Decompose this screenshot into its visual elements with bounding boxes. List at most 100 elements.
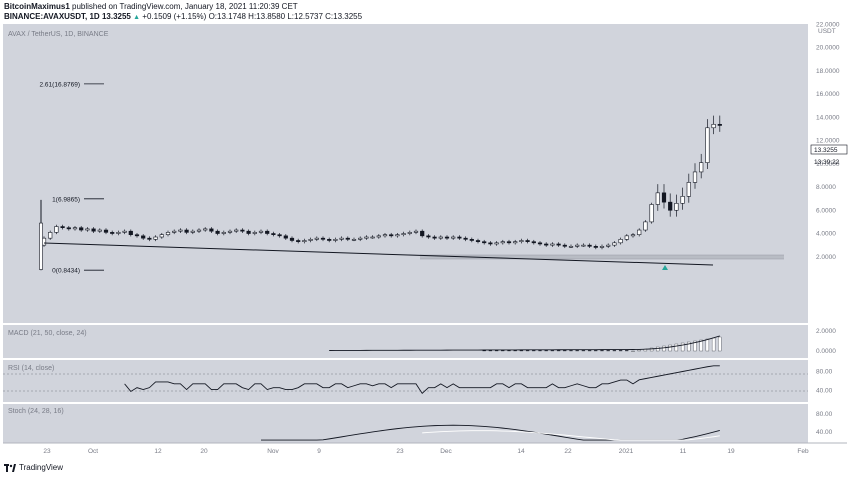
countdown-label: 13:39:22 <box>814 159 840 166</box>
stoch-pane[interactable] <box>3 404 808 443</box>
time-axis-label: 23 <box>396 448 404 455</box>
time-axis-label: 20 <box>200 448 208 455</box>
stoch-tick-label: 40.00 <box>816 429 833 436</box>
footer: TradingView <box>4 463 63 472</box>
close-label: C: <box>325 12 334 21</box>
candle-body <box>103 229 109 233</box>
macd-histogram-bar <box>575 350 579 352</box>
candle-body <box>91 228 96 232</box>
candle-body <box>215 230 220 234</box>
time-axis-label: 19 <box>727 448 735 455</box>
macd-histogram-bar <box>662 345 666 352</box>
stoch-tick-label: 80.00 <box>816 411 833 418</box>
candle-body <box>66 227 71 230</box>
footer-brand[interactable]: TradingView <box>19 463 64 472</box>
candle-body <box>209 228 214 232</box>
candle-body <box>370 236 375 239</box>
candle-body <box>184 229 189 233</box>
rsi-line <box>124 365 720 395</box>
candle-body <box>593 246 598 248</box>
rsi-tick-label: 80.00 <box>816 369 833 376</box>
macd-histogram-bar <box>631 350 635 352</box>
candle-body <box>674 203 679 211</box>
low-value: 12.5737 <box>294 12 323 21</box>
macd-tick-label: 2.0000 <box>816 328 836 335</box>
author-name[interactable]: BitcoinMaximus1 <box>4 2 70 11</box>
descending-trendline[interactable] <box>43 242 714 266</box>
candle-body <box>680 196 685 204</box>
candle-body <box>562 244 567 247</box>
candle-body <box>494 242 499 245</box>
time-axis-label: Dec <box>440 448 452 455</box>
rsi-pane[interactable] <box>3 360 808 402</box>
candle-body <box>196 229 202 232</box>
macd-histogram-bar <box>668 344 672 352</box>
price-tick-label: 4.0000 <box>816 231 836 238</box>
rsi-plot <box>124 365 720 395</box>
time-axis-label: 11 <box>680 448 687 455</box>
macd-histogram-bar <box>711 337 716 352</box>
macd-histogram-bar <box>649 347 654 352</box>
candle-body <box>308 239 313 241</box>
candle-body <box>451 236 456 239</box>
macd-histogram-bar <box>656 346 660 352</box>
candle-body <box>643 221 648 231</box>
candle-body <box>227 230 233 233</box>
candle-body <box>159 234 164 238</box>
price-axis[interactable] <box>810 24 847 443</box>
time-axis-label: 23 <box>43 448 51 455</box>
candle-body <box>265 230 270 234</box>
macd-histogram-bar <box>519 350 524 352</box>
price-tick-label: 6.0000 <box>816 207 836 214</box>
candle-body <box>122 230 127 233</box>
time-axis-label: Oct <box>88 448 98 455</box>
candle-body <box>568 246 574 248</box>
candle-body <box>531 241 536 244</box>
macd-line <box>329 335 720 351</box>
candle-body <box>469 239 474 241</box>
macd-pane[interactable] <box>3 325 808 358</box>
candle-body <box>289 237 295 241</box>
fib-level-label: 1(6.9865) <box>52 196 80 203</box>
candle-body <box>444 236 450 239</box>
main-pane[interactable] <box>3 24 808 323</box>
candle-body <box>699 162 704 173</box>
macd-histogram-bar <box>501 350 505 352</box>
candle-body <box>500 241 505 244</box>
candle-body <box>544 243 549 246</box>
candle-body <box>537 242 543 245</box>
candle-body <box>575 244 580 247</box>
macd-histogram-bar <box>594 350 598 352</box>
time-axis-label: 22 <box>564 448 572 455</box>
candle-body <box>401 233 406 235</box>
macd-histogram-bar <box>680 342 685 352</box>
candle-body <box>630 234 636 237</box>
macd-histogram-bar <box>556 350 561 352</box>
rsi-legend: RSI (14, close) <box>8 365 54 372</box>
publish-info: published on TradingView.com, January 18… <box>72 2 298 11</box>
candle-body <box>488 242 493 245</box>
time-axis[interactable]: 23 Oct 12 20 Nov 9 23 Dec 14 22 2021 11 19 Feb <box>43 448 809 455</box>
candle-body <box>382 234 388 237</box>
candle-body <box>513 241 518 244</box>
candle-body <box>302 240 307 242</box>
candle-body <box>420 230 425 237</box>
candle-body <box>661 192 667 203</box>
candle-body <box>655 192 660 205</box>
candle-body <box>252 232 257 234</box>
candle-body <box>463 237 468 240</box>
chart-area[interactable]: AVAX / TetherUS, 1D, BINANCE MACD (21, 5… <box>0 22 850 462</box>
candle-body <box>519 240 524 242</box>
candle-body <box>333 239 338 241</box>
macd-histogram-bar <box>625 350 629 352</box>
price-tick-label: 22.0000 <box>816 22 840 28</box>
candle-body <box>79 227 84 231</box>
header-line-1: BitcoinMaximus1 published on TradingView… <box>4 2 298 11</box>
candle-body <box>692 171 698 183</box>
candle-body <box>234 229 239 232</box>
tradingview-logo-icon <box>4 463 16 472</box>
candle-body <box>550 243 555 246</box>
candle-body <box>556 243 561 246</box>
price-tick-label: 20.0000 <box>816 45 840 52</box>
candle-body <box>506 241 512 244</box>
